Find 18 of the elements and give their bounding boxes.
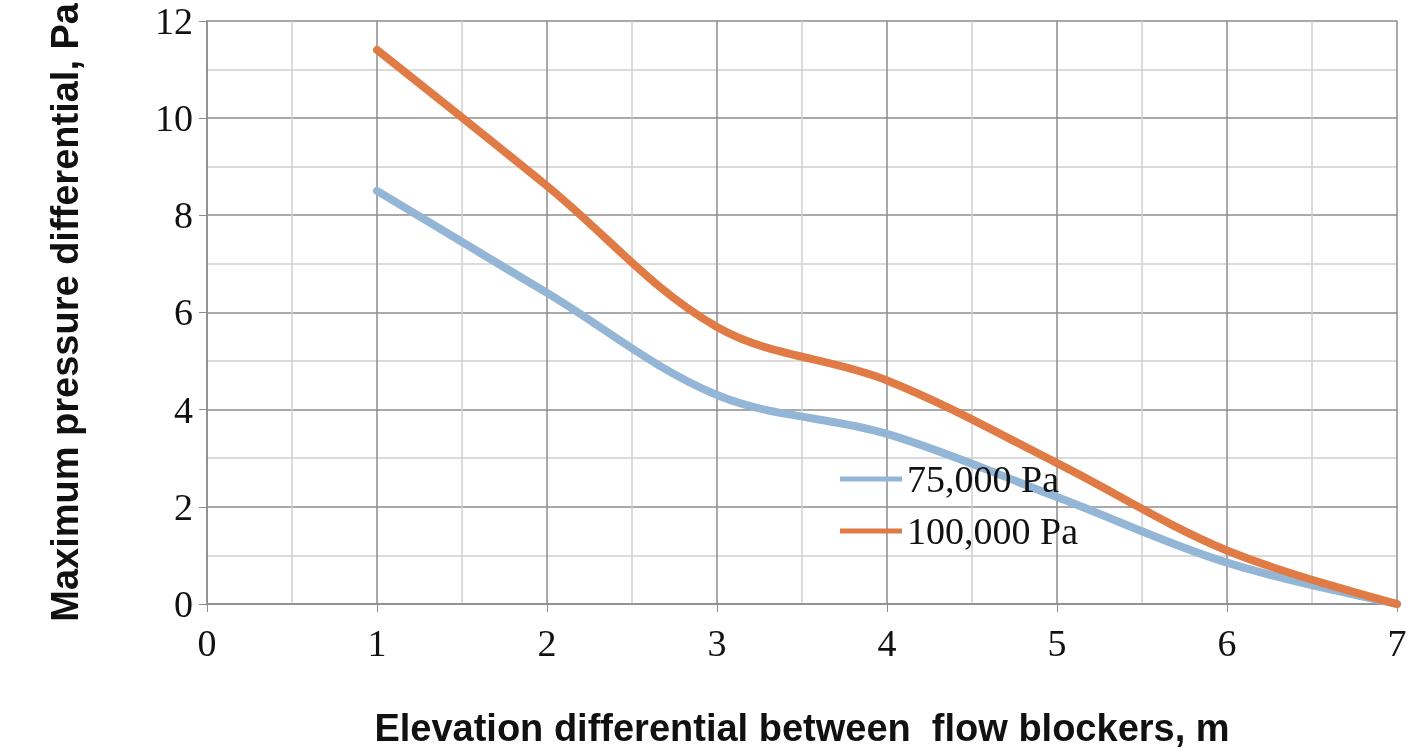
x-axis-title: Elevation differential between flow blockers, m <box>374 707 1230 749</box>
y-axis-title: Maximum pressure differential, Pa <box>44 2 86 622</box>
y-tick-label: 6 <box>174 291 193 334</box>
legend-label: 75,000 Pa <box>907 458 1060 500</box>
x-tick-label: 2 <box>537 622 557 664</box>
x-tick-label: 4 <box>877 622 897 664</box>
y-tick-label: 0 <box>174 583 193 625</box>
x-tick-label: 3 <box>707 622 727 664</box>
legend-label: 100,000 Pa <box>907 510 1079 552</box>
x-tick-label: 6 <box>1217 622 1237 664</box>
y-tick-label: 2 <box>174 485 193 528</box>
y-tick-label: 8 <box>174 194 193 237</box>
y-tick-label: 10 <box>155 96 193 139</box>
x-tick-label: 7 <box>1387 622 1407 664</box>
x-tick-label: 5 <box>1047 622 1067 664</box>
y-tick-label: 4 <box>174 388 193 431</box>
x-tick-label: 1 <box>367 622 387 664</box>
y-tick-label: 12 <box>155 0 193 42</box>
